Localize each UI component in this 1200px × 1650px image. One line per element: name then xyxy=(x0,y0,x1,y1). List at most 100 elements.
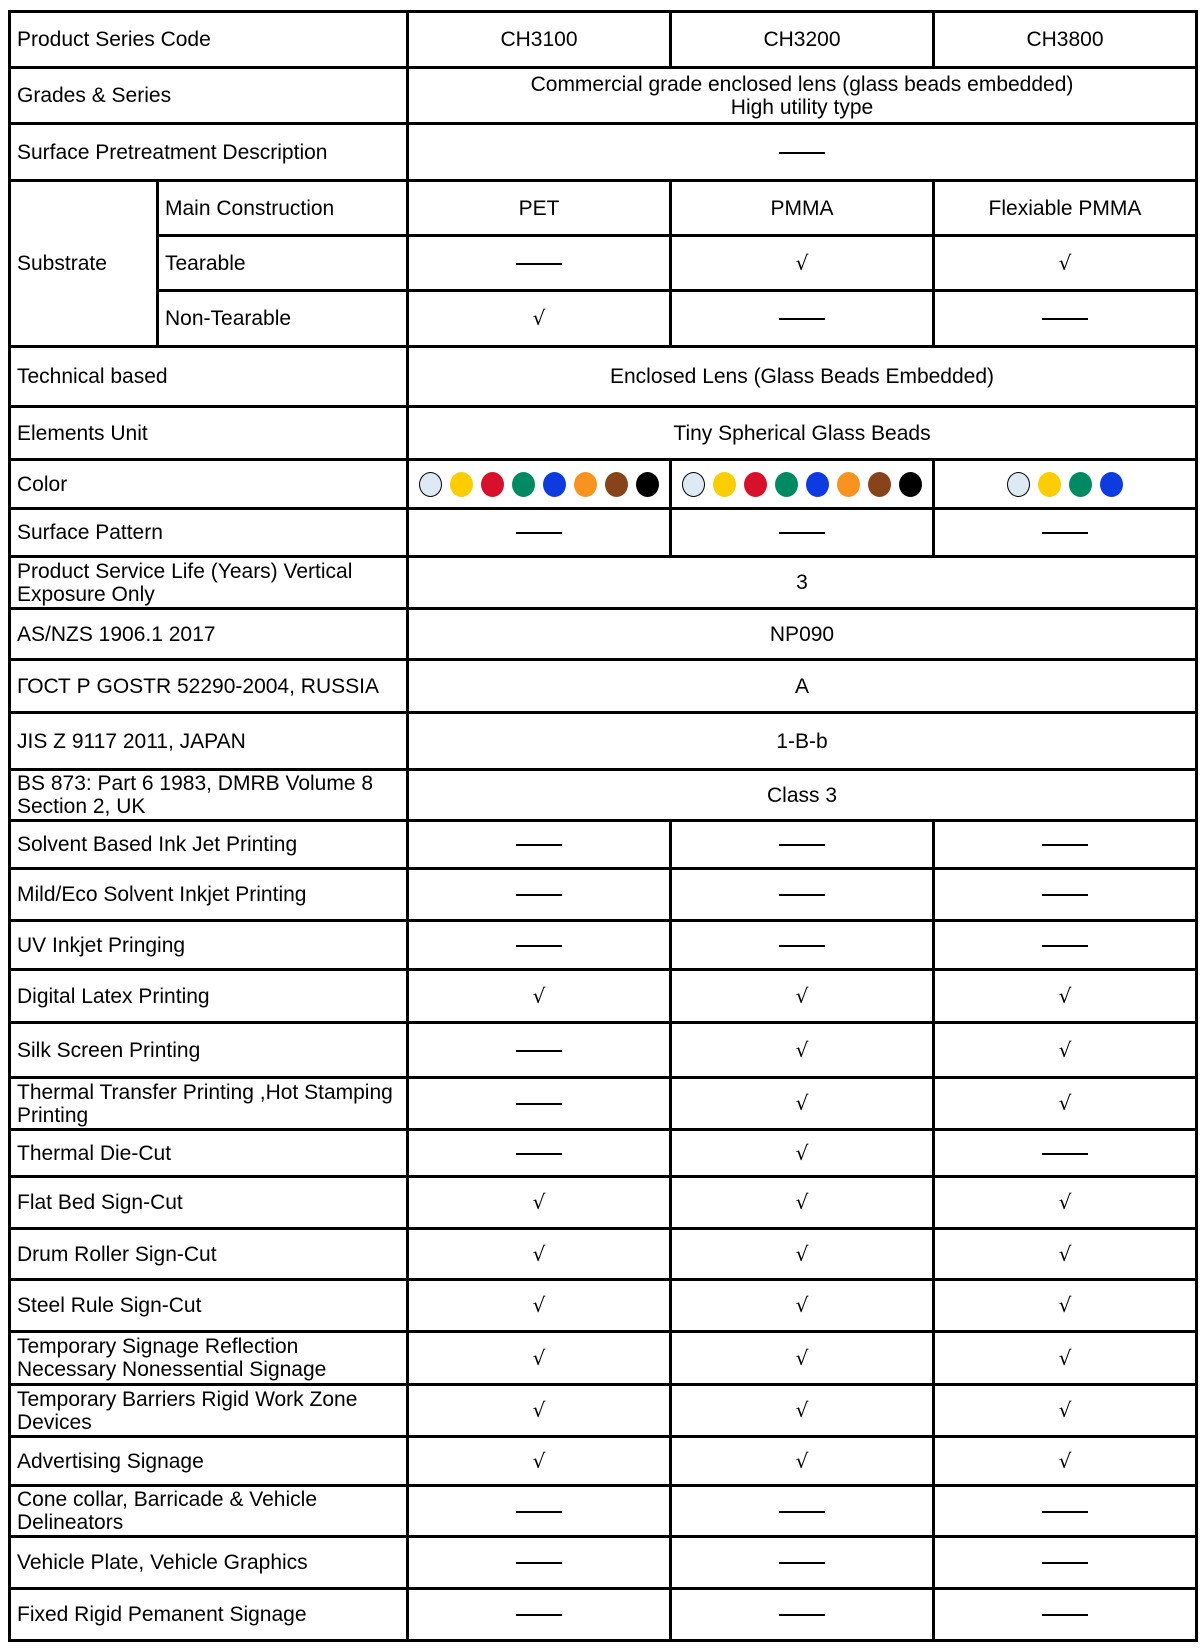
dash-mark xyxy=(779,944,825,947)
row-value xyxy=(669,1535,935,1590)
row-value xyxy=(669,919,935,971)
row-value: √ xyxy=(669,1278,935,1333)
grades-line1: Commercial grade enclosed lens (glass be… xyxy=(530,72,1074,96)
row-label: Tearable xyxy=(156,234,409,292)
row-label: Surface Pretreatment Description xyxy=(8,122,409,182)
series-code-header: CH3200 xyxy=(669,10,935,69)
cell-value: Flexiable PMMA xyxy=(988,196,1142,220)
row-value xyxy=(669,819,935,870)
row-value: √ xyxy=(406,1278,672,1333)
dash-mark xyxy=(516,844,562,847)
row-value xyxy=(932,1535,1198,1590)
check-mark: √ xyxy=(532,1398,546,1422)
dash-mark xyxy=(516,262,562,265)
table-row: Cone collar, Barricade & Vehicle Delinea… xyxy=(8,1484,1198,1538)
table-row: Product Series Code CH3100 CH3200 CH3800 xyxy=(8,10,1198,69)
row-value: 3 xyxy=(406,555,1198,610)
cell-value: 1-B-b xyxy=(776,729,828,753)
row-label: Mild/Eco Solvent Inkjet Printing xyxy=(8,867,409,922)
color-swatch xyxy=(899,471,922,497)
color-swatch xyxy=(450,471,473,497)
row-value xyxy=(406,1484,672,1538)
color-swatch xyxy=(543,471,566,497)
row-label: Solvent Based Ink Jet Printing xyxy=(8,819,409,870)
series-code-header: CH3100 xyxy=(406,10,672,69)
row-value: √ xyxy=(406,1175,672,1230)
dash-mark xyxy=(779,844,825,847)
dash-mark xyxy=(1042,1510,1088,1513)
check-mark: √ xyxy=(1058,1091,1072,1115)
row-value: √ xyxy=(406,1227,672,1281)
row-value xyxy=(932,1128,1198,1178)
dash-mark xyxy=(779,318,825,321)
table-row: Fixed Rigid Pemanent Signage xyxy=(8,1587,1198,1642)
dash-mark xyxy=(516,1152,562,1155)
table-row: Elements Unit Tiny Spherical Glass Beads xyxy=(8,405,1198,461)
row-label: Flat Bed Sign-Cut xyxy=(8,1175,409,1230)
cell-value: A xyxy=(794,674,809,698)
check-mark: √ xyxy=(795,983,809,1008)
row-value xyxy=(669,867,935,922)
row-value xyxy=(406,1076,672,1131)
row-label: Steel Rule Sign-Cut xyxy=(8,1278,409,1333)
substrate-label: Substrate xyxy=(8,179,159,348)
row-value xyxy=(406,867,672,922)
check-mark: √ xyxy=(1058,1037,1072,1062)
row-value xyxy=(406,1128,672,1178)
check-mark: √ xyxy=(532,1190,546,1214)
substrate-value: √ xyxy=(406,289,672,348)
check-mark: √ xyxy=(795,1398,809,1422)
color-swatch xyxy=(682,471,705,497)
row-value: √ xyxy=(932,968,1198,1024)
table-row: Grades & Series Commercial grade enclosed… xyxy=(8,66,1198,125)
check-mark: √ xyxy=(795,1345,809,1370)
row-value xyxy=(669,1484,935,1538)
table-row: JIS Z 9117 2011, JAPAN 1-B-b xyxy=(8,711,1198,771)
row-label: JIS Z 9117 2011, JAPAN xyxy=(8,711,409,771)
cell-value: Enclosed Lens (Glass Beads Embedded) xyxy=(609,365,995,388)
row-label: ГОСТ Р GOSTR 52290-2004, RUSSIA xyxy=(8,658,409,714)
check-mark: √ xyxy=(795,1091,809,1115)
dash-mark xyxy=(779,1562,825,1565)
dash-mark xyxy=(516,1049,562,1052)
row-label: Product Service Life (Years) Vertical Ex… xyxy=(8,555,409,610)
color-swatches xyxy=(932,458,1198,510)
row-label: Product Series Code xyxy=(8,10,409,69)
row-value: √ xyxy=(932,1383,1198,1438)
substrate-value: √ xyxy=(669,234,935,292)
row-value: √ xyxy=(932,1175,1198,1230)
row-label: Advertising Signage xyxy=(8,1435,409,1487)
row-value xyxy=(932,819,1198,870)
table-row: Steel Rule Sign-Cut √ √ √ xyxy=(8,1278,1198,1333)
color-swatch xyxy=(868,471,891,497)
color-swatch xyxy=(744,471,767,497)
substrate-value xyxy=(669,289,935,348)
row-label: Surface Pattern xyxy=(8,507,409,558)
product-spec-table: Product Series Code CH3100 CH3200 CH3800 Gra… xyxy=(8,10,1198,1642)
color-swatches xyxy=(669,458,935,510)
table-row: Temporary Barriers Rigid Work Zone Devic… xyxy=(8,1383,1198,1438)
check-mark: √ xyxy=(532,1345,546,1370)
row-value: √ xyxy=(669,1383,935,1438)
table-row: Color xyxy=(8,458,1198,510)
dash-mark xyxy=(1042,1614,1088,1617)
color-swatch xyxy=(1007,471,1030,497)
dash-mark xyxy=(779,1614,825,1617)
row-label: Grades & Series xyxy=(8,66,409,125)
table-row: Flat Bed Sign-Cut √ √ √ xyxy=(8,1175,1198,1230)
check-mark: √ xyxy=(795,1140,809,1165)
row-label: Thermal Die-Cut xyxy=(8,1128,409,1178)
color-swatch xyxy=(713,471,736,497)
check-mark: √ xyxy=(1058,1190,1072,1214)
check-mark: √ xyxy=(795,250,809,275)
table-row: Mild/Eco Solvent Inkjet Printing xyxy=(8,867,1198,922)
row-value: √ xyxy=(406,968,672,1024)
row-value xyxy=(932,507,1198,558)
row-value: √ xyxy=(932,1278,1198,1333)
substrate-value xyxy=(406,234,672,292)
row-label: Temporary Signage Reflection Necessary N… xyxy=(8,1330,409,1386)
row-label: Vehicle Plate, Vehicle Graphics xyxy=(8,1535,409,1590)
row-label: Fixed Rigid Pemanent Signage xyxy=(8,1587,409,1642)
table-row: ГОСТ Р GOSTR 52290-2004, RUSSIA A xyxy=(8,658,1198,714)
row-value: √ xyxy=(669,1076,935,1131)
